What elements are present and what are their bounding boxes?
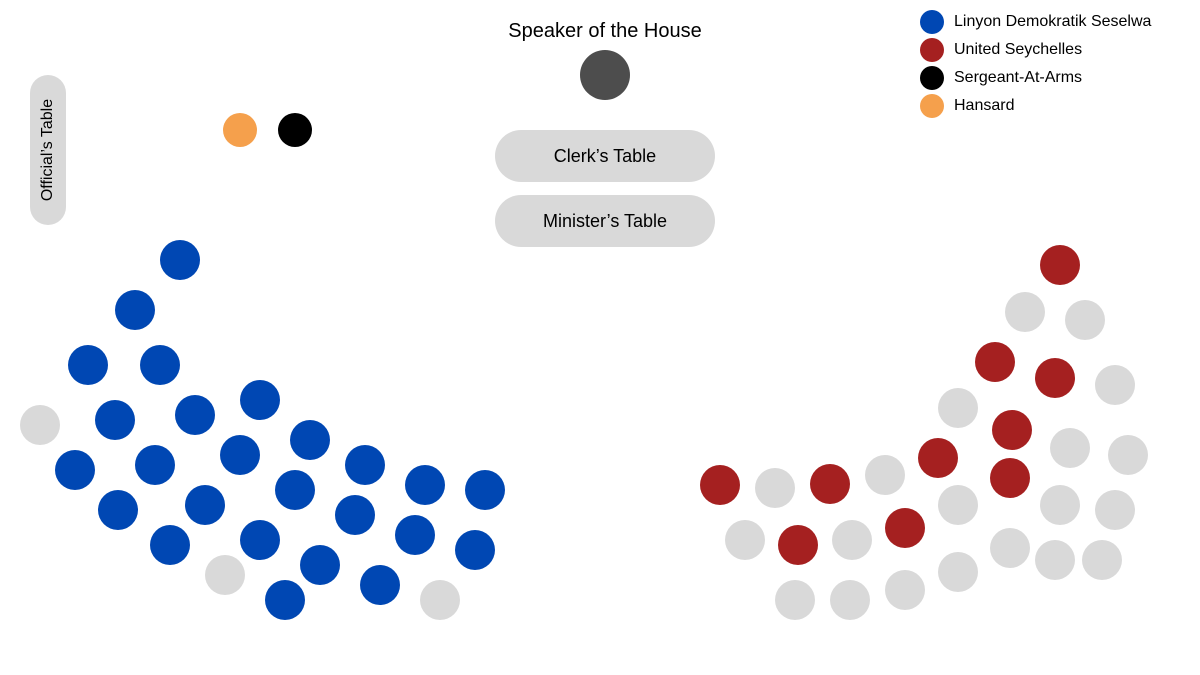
seat (778, 525, 818, 565)
seat (420, 580, 460, 620)
seat (465, 470, 505, 510)
seat (275, 470, 315, 510)
hansard-dot (223, 113, 257, 147)
clerks-table: Clerk’s Table (495, 130, 715, 182)
seat (395, 515, 435, 555)
officials-table: Official’s Table (30, 75, 66, 225)
seat (1108, 435, 1148, 475)
legend-item: Hansard (920, 94, 1180, 118)
seat (1035, 540, 1075, 580)
seat (300, 545, 340, 585)
seat (775, 580, 815, 620)
speaker-seat (580, 50, 630, 100)
officials-table-label: Official’s Table (39, 99, 57, 201)
legend-label: Hansard (954, 97, 1014, 115)
seat (335, 495, 375, 535)
seat (345, 445, 385, 485)
seat (290, 420, 330, 460)
legend-label: Sergeant-At-Arms (954, 69, 1082, 87)
seat (885, 570, 925, 610)
seat (185, 485, 225, 525)
seat (1050, 428, 1090, 468)
seat (95, 400, 135, 440)
seat (1095, 365, 1135, 405)
seat (1095, 490, 1135, 530)
seat (832, 520, 872, 560)
legend-dot-hansard (920, 94, 944, 118)
seat (938, 485, 978, 525)
legend-dot-us (920, 38, 944, 62)
seat (140, 345, 180, 385)
seat (150, 525, 190, 565)
seat (175, 395, 215, 435)
seat (455, 530, 495, 570)
seat (240, 520, 280, 560)
legend-item: Sergeant-At-Arms (920, 66, 1180, 90)
seat (1035, 358, 1075, 398)
seat (115, 290, 155, 330)
seat (990, 528, 1030, 568)
seat (240, 380, 280, 420)
legend-label: Linyon Demokratik Seselwa (954, 13, 1151, 31)
legend-label: United Seychelles (954, 41, 1082, 59)
seat (1065, 300, 1105, 340)
seat (918, 438, 958, 478)
seat (265, 580, 305, 620)
seat (1040, 245, 1080, 285)
seat (990, 458, 1030, 498)
seat (938, 552, 978, 592)
seat (98, 490, 138, 530)
seat (975, 342, 1015, 382)
seat (1005, 292, 1045, 332)
ministers-table-label: Minister’s Table (543, 211, 667, 232)
seat (220, 435, 260, 475)
seat (20, 405, 60, 445)
seat (1082, 540, 1122, 580)
seat (865, 455, 905, 495)
seat (1040, 485, 1080, 525)
seat (992, 410, 1032, 450)
speaker-title: Speaker of the House (500, 20, 710, 43)
legend-dot-saa (920, 66, 944, 90)
seat (700, 465, 740, 505)
legend-item: United Seychelles (920, 38, 1180, 62)
seat (135, 445, 175, 485)
seat (755, 468, 795, 508)
seat (725, 520, 765, 560)
seat (360, 565, 400, 605)
seat (885, 508, 925, 548)
seat (938, 388, 978, 428)
seat (810, 464, 850, 504)
seat (205, 555, 245, 595)
seat (55, 450, 95, 490)
ministers-table: Minister’s Table (495, 195, 715, 247)
legend-item: Linyon Demokratik Seselwa (920, 10, 1180, 34)
legend: Linyon Demokratik Seselwa United Seychel… (920, 10, 1180, 122)
seat (160, 240, 200, 280)
clerks-table-label: Clerk’s Table (554, 146, 656, 167)
legend-dot-lds (920, 10, 944, 34)
seat (405, 465, 445, 505)
sergeant-at-arms-dot (278, 113, 312, 147)
seat (830, 580, 870, 620)
seat (68, 345, 108, 385)
